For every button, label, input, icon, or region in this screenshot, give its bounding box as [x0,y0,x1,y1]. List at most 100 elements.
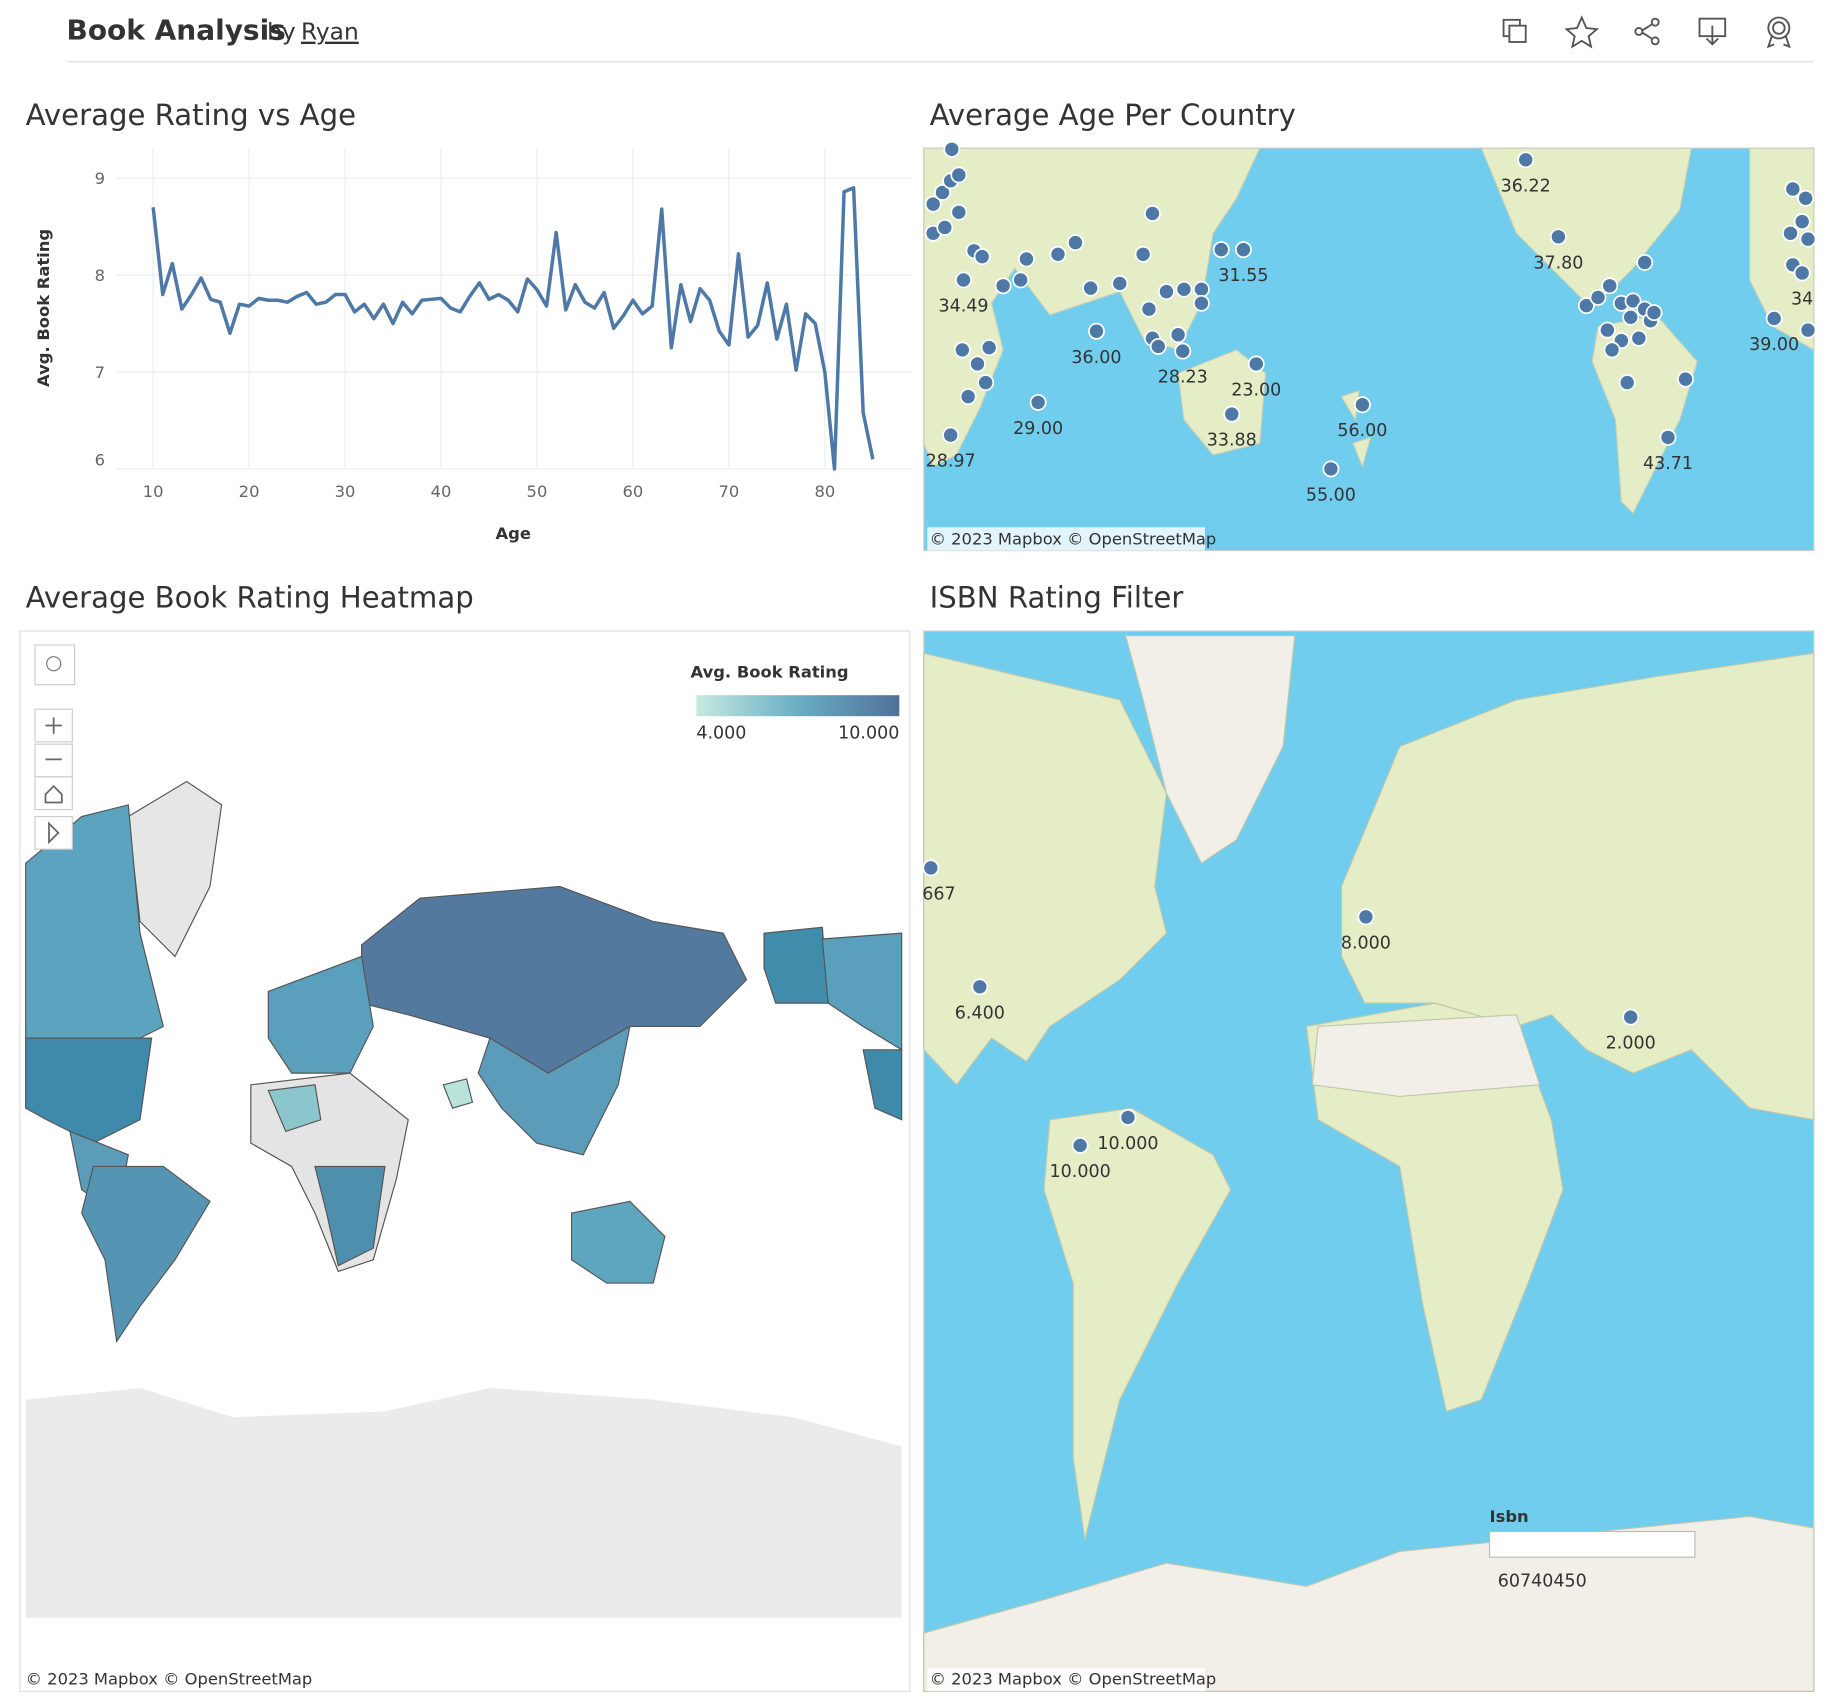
search-button[interactable] [34,644,76,686]
map-point [943,140,961,158]
age-map: 36.22 37.80 31.55 34.49 36.00 28.23 23.00 29.00… [923,140,1817,552]
point-label: 28.23 [1158,368,1208,388]
point-label: 29.00 [1013,419,1063,439]
map-points: 667 8.000 6.400 2.000 10.000 10.000 [922,859,1656,1182]
map-land [923,147,1815,515]
map-point [1029,393,1047,411]
pan-button[interactable] [34,815,73,850]
map-point [1622,1008,1640,1026]
map-point [973,248,991,266]
attribution-bg [927,527,1205,551]
point-label: 34.49 [938,296,988,316]
x-tick-label: 60 [623,482,644,501]
map-point [969,355,986,373]
map-point [950,203,968,221]
map-point [953,341,971,359]
map-point [1598,321,1616,339]
favorite-icon[interactable] [1564,15,1600,49]
point-label: 55.00 [1306,485,1356,505]
metrics-icon[interactable] [1766,16,1791,49]
map-point [1067,234,1084,252]
data-line [151,186,875,471]
point-label: 28.97 [926,452,976,472]
map-point [1624,292,1642,310]
map-point [1169,326,1187,344]
line-chart: Avg. Book Rating Age 6 7 8 9 10 20 30 40 50 60 70 8… [34,148,913,543]
filter-value: 60740450 [1498,1571,1587,1591]
map-point [936,218,954,236]
map-point [1134,245,1152,263]
point-label: 8.000 [1341,933,1391,953]
legend-min: 4.000 [696,723,746,743]
panel-title: Average Book Rating Heatmap [26,581,474,615]
share-icon[interactable] [1634,17,1660,46]
map-point [1234,241,1252,259]
map-attribution: © 2023 Mapbox © OpenStreetMap [26,1669,313,1688]
map-point [1549,228,1567,246]
map-point [1603,341,1621,359]
map-point [1618,374,1636,392]
map-point [1659,428,1677,446]
duplicate-icon[interactable] [1502,18,1527,43]
map-point [1143,205,1161,222]
zoom-controls [34,708,73,850]
point-label: 10.000 [1050,1162,1111,1182]
map-point [1018,250,1035,268]
home-button[interactable] [34,776,73,811]
map-point [1049,245,1067,263]
y-tick-label: 8 [95,266,105,285]
map-point [1175,280,1193,298]
point-label: 2.000 [1606,1034,1656,1054]
panel-title: Average Age Per Country [930,98,1296,132]
map-point [1192,294,1210,312]
by-text: by [267,19,296,46]
panel-title: ISBN Rating Filter [930,581,1184,615]
map-point [1765,309,1783,327]
map-point [1071,1136,1089,1154]
map-point [1247,355,1265,373]
filter-label: Isbn [1490,1507,1529,1526]
map-point [1212,241,1230,259]
map-point [1082,279,1100,297]
map-point [924,195,942,213]
map-point [1589,288,1607,306]
map-point [1174,342,1192,360]
y-tick-label: 7 [95,363,105,382]
map-point [1012,271,1030,289]
map-point [977,374,995,392]
map-point [1322,460,1340,478]
map-attribution: © 2023 Mapbox © OpenStreetMap [930,530,1217,549]
map-point [1797,189,1815,207]
isbn-map: 667 8.000 6.400 2.000 10.000 10.000 Isbn 6074… [922,630,1815,1692]
map-point [1517,151,1535,169]
map-point [1799,230,1817,248]
author-link[interactable]: Ryan [301,19,359,46]
x-tick-label: 40 [431,482,452,501]
zoom-out[interactable] [34,743,73,778]
filter-input[interactable] [1488,1530,1696,1558]
map-point [971,978,989,996]
map-point [1577,297,1595,315]
map-point [1111,274,1129,292]
map-point [934,184,951,201]
x-tick-label: 30 [335,482,356,501]
map-point [980,339,998,357]
point-label: 667 [922,884,955,904]
map-point [1784,180,1802,198]
map-point [1782,224,1799,242]
point-label: 36.00 [1071,348,1121,368]
map-point [959,388,977,406]
map-point [1622,308,1640,326]
map-point [1353,396,1371,414]
map-point [1223,405,1241,423]
legend-gradient [696,695,900,717]
map-point [1799,321,1817,339]
toolbar [1502,15,1791,49]
download-icon[interactable] [1698,17,1727,46]
map-point [1357,908,1375,926]
point-label: 39.00 [1749,335,1799,355]
map-point [1157,283,1175,301]
